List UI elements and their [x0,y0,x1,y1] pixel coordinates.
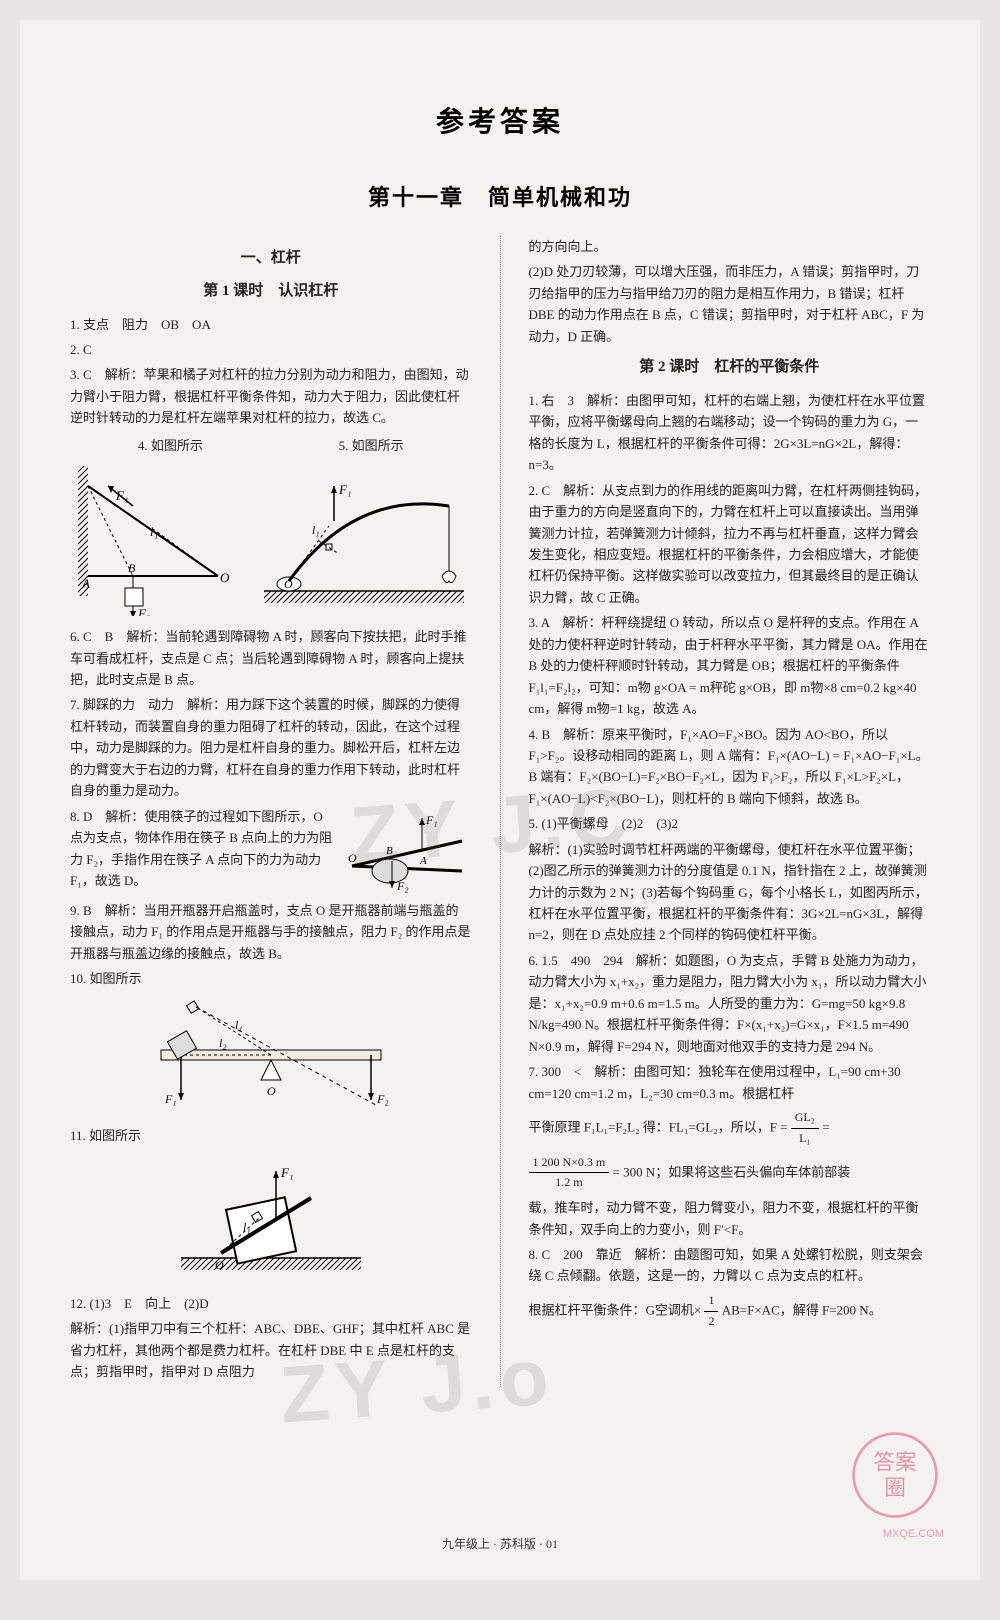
fig-row-4-5: 4. 如图所示 5. 如图所示 [70,435,472,456]
q10-label: 10. 如图所示 [70,968,472,989]
stamp-text-1: 答案 [873,1451,916,1475]
r8b: 根据杠杆平衡条件：G空调机× 1 2 AB=F×AC，解得 F=200 N。 [529,1291,931,1332]
frac-den2: 1.2 m [529,1173,610,1193]
r7-frac-line2: 1 200 N×0.3 m 1.2 m = 300 N；如果将这些石头偏向车体前… [529,1153,931,1194]
q9: 9. B 解析：当用开瓶器开启瓶盖时，支点 O 是开瓶器前端与瓶盖的接触点，动力… [70,900,472,964]
r-cont2: (2)D 处刀刃较薄，可以增大压强，而非压力，A 错误；剪指甲时，刀刃给指甲的压… [529,261,931,347]
r7-frac-line: 平衡原理 F₁L₁=F₂L₂ 得：FL₁=GL₂，所以，F = GL₂ L₁ = [529,1108,931,1149]
q8-wrap: O F₁ A F₂ B 8. D 解析：使用筷子的过程如下图所示，O 点为支点，… [70,806,472,896]
figure-4-svg: F₁ l₁ A O B F₂ [78,466,248,616]
site-watermark: MXQE.COM [883,1528,944,1540]
left-column: 一、杠杆 第 1 课时 认识杠杆 1. 支点 阻力 OB OA 2. C 3. … [70,236,472,1387]
frac-half-n: 1 [704,1291,718,1312]
chapter-title: 第十一章 简单机械和功 [70,180,930,212]
svg-text:O: O [215,1258,224,1272]
frac-GL2-L1: GL₂ L₁ [791,1108,819,1149]
figure-10-svg: O F₁ l₂ l₁ F₂ [141,995,401,1115]
r8a: 8. C 200 靠近 解析：由题图可知，如果 A 处螺钉松脱，则支架会绕 C … [529,1244,931,1287]
page-footer: 九年级上 · 苏科版 · 01 [20,1535,980,1552]
q8: 8. D 解析：使用筷子的过程如下图所示，O 点为支点，物体作用在筷子 B 点向… [70,809,332,888]
r5a: 5. (1)平衡螺母 (2)2 (3)2 [529,813,931,834]
svg-text:B: B [386,845,393,857]
svg-text:F₂: F₂ [137,606,151,616]
svg-text:A: A [419,855,427,867]
q5-label: 5. 如图所示 [339,435,404,456]
svg-text:O: O [348,851,357,865]
svg-text:l₂: l₂ [219,1036,227,1050]
svg-text:l₁: l₁ [150,524,158,539]
figure-11-svg: O F₁ l₁ [181,1153,361,1283]
svg-text:F₁: F₁ [338,482,351,497]
frac-num2: 1 200 N×0.3 m [529,1153,610,1174]
content-columns: 一、杠杆 第 1 课时 认识杠杆 1. 支点 阻力 OB OA 2. C 3. … [70,236,930,1387]
svg-text:l₁: l₁ [243,1220,251,1234]
fig-11: O F₁ l₁ [70,1153,472,1283]
r5b: 解析：(1)实验时调节杠杆两端的平衡螺母，使杠杆在水平位置平衡；(2)图乙所示的… [529,839,931,946]
svg-text:B: B [128,561,136,575]
frac-half: 1 2 [704,1291,718,1332]
stamp-text-2: 圈 [884,1476,906,1500]
right-column: 的方向向上。 (2)D 处刀刃较薄，可以增大压强，而非压力，A 错误；剪指甲时，… [529,236,931,1387]
r4: 4. B 解析：原来平衡时，F₁×AO=F₂×BO。因为 AO<BO，所以 F₁… [529,724,931,810]
q12: 12. (1)3 E 向上 (2)D [70,1293,472,1314]
r6: 6. 1.5 490 294 解析：如题图，O 为支点，手臂 B 处施力为动力，… [529,950,931,1057]
q4-label: 4. 如图所示 [138,435,203,456]
svg-text:F₂: F₂ [376,1092,389,1106]
r2: 2. C 解析：从支点到力的作用线的距离叫力臂，在杠杆两侧挂钩码，由于重力的方向… [529,480,931,609]
figure-5-svg: O l₁ F₁ [264,466,464,616]
column-separator [500,236,501,1387]
r3: 3. A 解析：杆秤绕提纽 O 转动，所以点 O 是杆秤的支点。作用在 A 处的… [529,612,931,719]
r8b-tail: AB=F×AC，解得 F=200 N。 [722,1302,882,1317]
page: 参考答案 第十一章 简单机械和功 一、杠杆 第 1 课时 认识杠杆 1. 支点 … [20,20,980,1580]
r7a: 7. 300 < 解析：由图可知：独轮车在使用过程中，L₁=90 cm+30 c… [529,1061,931,1104]
r7b-lead: 平衡原理 F₁L₁=F₂L₂ 得：FL₁=GL₂，所以，F = [529,1119,791,1134]
lesson-2-title: 第 2 课时 杠杆的平衡条件 [529,355,931,380]
frac-1200: 1 200 N×0.3 m 1.2 m [529,1153,610,1194]
frac-half-d: 2 [704,1312,718,1332]
q7: 7. 脚踩的力 动力 解析：用力踩下这个装置的时候，脚踩的力使得杠杆转动，而装置… [70,694,472,801]
svg-text:A: A [81,576,90,591]
figure-8-chopsticks: O F₁ A F₂ B [342,806,472,896]
svg-text:O: O [267,1084,276,1098]
q1: 1. 支点 阻力 OB OA [70,314,472,335]
q11-label: 11. 如图所示 [70,1125,472,1146]
q12b: 解析：(1)指甲刀中有三个杠杆：ABC、DBE、GHF；其中杠杆 ABC 是省力… [70,1318,472,1382]
svg-text:F₁: F₁ [164,1092,177,1106]
q6: 6. C B 解析：当前轮遇到障碍物 A 时，顾客向下按扶把，此时手推车可看成杠… [70,626,472,690]
svg-text:l₁: l₁ [312,523,320,537]
svg-text:F₁: F₁ [115,488,128,503]
r8b-lead: 根据杠杆平衡条件：G空调机× [529,1302,702,1317]
svg-text:F₁: F₁ [280,1165,293,1180]
svg-text:O: O [220,570,230,585]
r1: 1. 右 3 解析：由图甲可知，杠杆的右端上翘，为使杠杆在水平位置平衡，应将平衡… [529,390,931,476]
r7b-eq: = [822,1119,829,1134]
svg-text:F₂: F₂ [396,879,409,893]
q3: 3. C 解析：苹果和橘子对杠杆的拉力分别为动力和阻力，由图知，动力臂小于阻力臂… [70,364,472,428]
fig-10: O F₁ l₂ l₁ F₂ [70,995,472,1115]
lesson-1-title: 第 1 课时 认识杠杆 [70,279,472,304]
q2: 2. C [70,339,472,360]
main-title: 参考答案 [70,100,930,140]
answer-stamp-icon: 答案 圈 [850,1430,940,1520]
fig-4-5-images: F₁ l₁ A O B F₂ [70,466,472,616]
r7d: 载，推车时，动力臂不变，阻力臂变小，阻力不变，根据杠杆的平衡条件知，双手向上的力… [529,1197,931,1240]
r-cont1: 的方向向上。 [529,236,931,257]
r7c-tail: = 300 N；如果将这些石头偏向车体前部装 [613,1164,851,1179]
svg-text:F₁: F₁ [425,813,438,827]
frac-den: L₁ [791,1129,819,1149]
frac-num: GL₂ [791,1108,819,1129]
section-title: 一、杠杆 [70,246,472,271]
